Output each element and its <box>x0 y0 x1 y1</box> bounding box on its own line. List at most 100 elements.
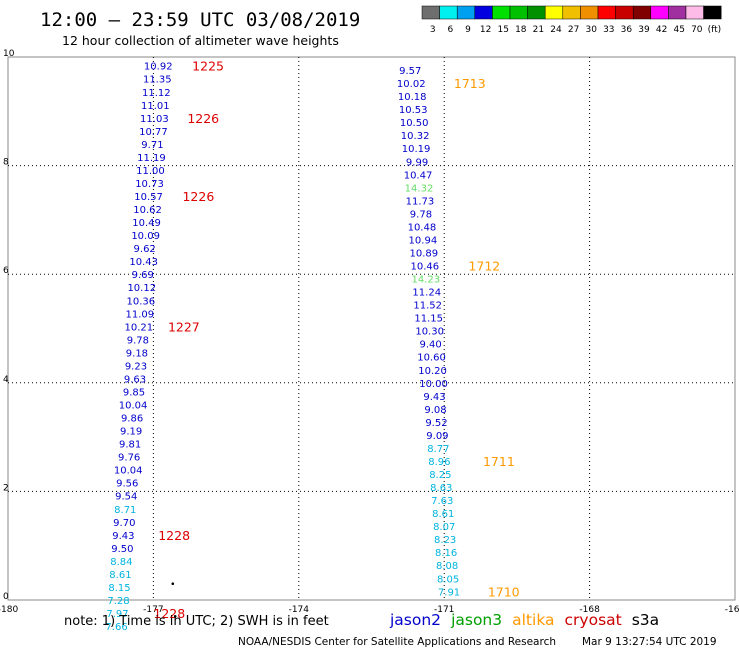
footer-generated: Mar 9 13:27:54 UTC 2019 <box>582 636 717 648</box>
color-scale-label: 15 <box>497 25 508 35</box>
swh-value-jason2-light: 8.96 <box>428 457 450 468</box>
track-marker <box>173 614 177 618</box>
color-scale-swatch <box>685 5 704 20</box>
swh-value-jason2: 10.30 <box>415 327 444 338</box>
swh-value-jason2-light: 8.63 <box>430 483 452 494</box>
footer-note: note: 1) Time is in UTC; 2) SWH is in fe… <box>64 614 329 629</box>
color-scale-swatch <box>632 5 652 20</box>
time-label: 1226 <box>182 189 214 204</box>
swh-value-jason2: 9.99 <box>406 157 428 168</box>
color-scale-label: (ft) <box>708 25 722 35</box>
swh-value-jason2-light: 8.71 <box>114 505 136 516</box>
swh-value-jason2: 10.48 <box>408 222 437 233</box>
swh-value-jason2: 9.69 <box>132 270 154 281</box>
color-scale-label: 27 <box>568 25 579 35</box>
swh-value-jason2: 11.52 <box>413 301 442 312</box>
color-scale-swatch <box>456 5 476 20</box>
swh-value-jason2: 10.32 <box>401 131 430 142</box>
color-scale-label: 9 <box>465 25 471 35</box>
swh-value-jason2: 10.21 <box>125 322 154 333</box>
swh-value-jason2: 9.09 <box>426 431 448 442</box>
time-label: 1712 <box>468 259 500 274</box>
swh-value-jason2: 9.19 <box>120 427 142 438</box>
chart-subtitle: 12 hour collection of altimeter wave hei… <box>62 33 339 48</box>
time-label: 1713 <box>454 76 486 91</box>
swh-value-jason2: 10.92 <box>144 62 173 73</box>
footer-credit: NOAA/NESDIS Center for Satellite Applica… <box>238 636 556 648</box>
y-tick-label: 6 <box>3 266 9 276</box>
time-label: 1710 <box>488 584 520 599</box>
satellite-s3a: s3a <box>632 611 659 629</box>
color-scale-swatch <box>650 5 669 20</box>
swh-value-jason2-light: 8.25 <box>429 470 451 481</box>
swh-value-jason2-light: 8.61 <box>432 509 454 520</box>
x-tick-label: -168 <box>579 605 600 615</box>
swh-value-jason2: 10.43 <box>129 257 158 268</box>
color-scale-swatch <box>562 5 581 20</box>
swh-value-jason2: 9.08 <box>424 405 446 416</box>
swh-value-jason2: 10.20 <box>418 366 447 377</box>
swh-value-jason2: 10.04 <box>114 466 143 477</box>
color-scale-label: 3 <box>430 25 436 35</box>
swh-value-jason2: 10.60 <box>417 353 446 364</box>
swh-value-jason2: 11.01 <box>141 101 170 112</box>
color-scale-swatch <box>421 5 440 20</box>
y-tick-label: 10 <box>3 49 15 59</box>
color-scale-swatch <box>544 5 564 20</box>
markers <box>171 582 177 618</box>
swh-value-jason2: 9.57 <box>399 66 421 77</box>
swh-value-jason2: 11.03 <box>140 114 169 125</box>
x-tick-label: -171 <box>434 605 454 615</box>
swh-value-jason2: 9.40 <box>419 340 441 351</box>
swh-value-jason2: 10.77 <box>139 127 168 138</box>
swh-value-jason2: 9.50 <box>111 544 133 555</box>
time-label: 1711 <box>483 454 515 469</box>
y-tick-label: 4 <box>3 375 9 385</box>
swh-value-jason2: 10.12 <box>127 283 156 294</box>
swh-value-jason2: 9.43 <box>423 392 445 403</box>
color-scale-swatch <box>580 5 599 20</box>
color-scale-label: 45 <box>673 25 684 35</box>
swh-value-jason2: 9.54 <box>115 492 137 503</box>
swh-value-jason2: 10.19 <box>402 144 431 155</box>
chart-title: 12:00 – 23:59 UTC 03/08/2019 <box>40 9 360 31</box>
swh-value-jason2: 10.62 <box>133 205 162 216</box>
color-scale-swatch <box>615 5 634 20</box>
plot-axes: -180 -177 -174 -171 -168 -165 0 2 4 6 8 10 <box>0 49 740 615</box>
swh-value-jason2-light: 8.15 <box>108 583 130 594</box>
swh-value-jason2: 10.46 <box>410 262 439 273</box>
color-scale-label: 33 <box>603 25 614 35</box>
time-labels: 1225 1226 1226 1227 1228 1228 1713 1712 1711 1710 <box>153 59 519 621</box>
swh-value-jason2: 9.62 <box>134 244 156 255</box>
swh-value-jason2: 10.18 <box>398 92 427 103</box>
plot-grid <box>7 56 736 601</box>
swh-value-jason2: 9.52 <box>425 418 447 429</box>
x-tick-label: -180 <box>0 605 18 615</box>
color-scale-label: 6 <box>448 25 454 35</box>
color-scale-swatch <box>474 5 493 20</box>
swh-value-jason2-light: 7.97 <box>106 609 128 620</box>
swh-value-jason2: 10.73 <box>135 179 164 190</box>
color-scale-label: 70 <box>691 25 703 35</box>
swh-value-jason2-light: 8.84 <box>110 557 132 568</box>
color-scale-swatch <box>509 5 528 20</box>
y-tick-label: 0 <box>3 592 9 602</box>
color-scale-legend: 3 6 9 12 15 18 21 24 27 30 33 36 39 42 45 70 (ft) <box>421 5 722 35</box>
satellite-legend: jason2 jason3 altika cryosat s3a <box>389 611 659 629</box>
time-label: 1225 <box>192 59 224 74</box>
swh-value-jason2: 11.12 <box>142 88 171 99</box>
swh-value-jason2-light: 8.77 <box>427 444 449 455</box>
swh-value-jason2: 10.50 <box>400 118 429 129</box>
color-scale-swatch <box>439 5 458 20</box>
swh-value-jason2: 9.56 <box>116 479 138 490</box>
swh-value-jason2-light: 7.28 <box>107 596 129 607</box>
swh-value-jason2: 10.09 <box>131 231 160 242</box>
time-label: 1228 <box>153 606 185 621</box>
swh-value-jason2: 10.36 <box>126 296 155 307</box>
color-scale-label: 30 <box>585 25 597 35</box>
swh-value-jason2: 9.81 <box>119 440 141 451</box>
swh-value-jason2: 11.15 <box>414 314 443 325</box>
plot-frame <box>7 56 736 601</box>
satellite-jason2: jason2 <box>389 611 441 629</box>
